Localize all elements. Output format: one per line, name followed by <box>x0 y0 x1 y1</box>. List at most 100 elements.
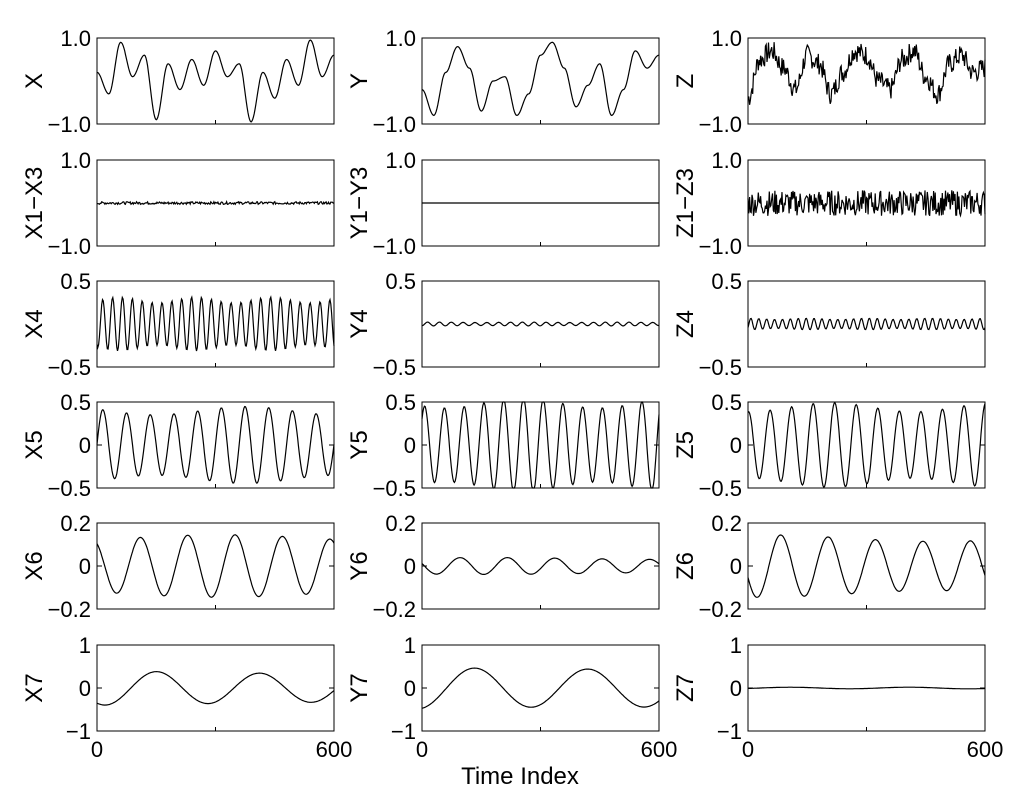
plot-frame <box>421 522 660 610</box>
y-tick-label: −0.5 <box>699 476 742 501</box>
series-line <box>421 401 660 489</box>
subplot-z6: 0.2 0 −0.2Z6 <box>672 511 986 622</box>
y-tick-label: 0.5 <box>60 390 91 415</box>
y-tick-label: −0.2 <box>699 597 742 622</box>
y-tick-label: −0.5 <box>373 355 416 380</box>
x-tick-label: 600 <box>967 737 1004 762</box>
y-tick-label: 1 <box>79 633 91 658</box>
y-axis-label: Z6 <box>672 552 699 580</box>
y-axis-label: X5 <box>21 430 48 459</box>
y-tick-label: 0.5 <box>711 390 742 415</box>
series-line <box>96 405 335 484</box>
series-line <box>747 534 986 598</box>
y-tick-label: 0 <box>404 433 416 458</box>
subplot-y4: 0.5 −0.5Y4 <box>346 269 660 380</box>
y-tick-label: 0 <box>404 554 416 579</box>
series-line <box>421 556 660 576</box>
subplot-x4: 0.5 −0.5X4 <box>21 269 335 380</box>
subplot-x6: 0.2 0 −0.2X6 <box>21 511 335 622</box>
y-tick-label: −1.0 <box>48 234 91 259</box>
y-tick-label: −0.5 <box>373 476 416 501</box>
series-line <box>96 199 335 206</box>
y-axis-label: Y7 <box>346 673 373 702</box>
subplot-z4: 0.5 −0.5Z4 <box>672 269 986 380</box>
y-tick-label: 1 <box>730 633 742 658</box>
y-tick-label: −0.2 <box>373 597 416 622</box>
subplot-z1-z3: 1.0 −1.0Z1−Z3 <box>672 148 986 259</box>
y-axis-label: X7 <box>21 673 48 702</box>
y-tick-label: 1.0 <box>711 148 742 173</box>
y-axis-label: Z <box>672 74 699 89</box>
subplot-y: 1.0 −1.0 Y <box>346 26 660 137</box>
y-tick-label: −0.2 <box>48 597 91 622</box>
y-tick-label: −1.0 <box>699 234 742 259</box>
series-line <box>421 41 660 117</box>
plot-frame <box>747 522 986 610</box>
series-line <box>96 295 335 352</box>
y-tick-label: 0 <box>79 433 91 458</box>
series-line <box>747 401 986 489</box>
y-tick-label: 1.0 <box>60 148 91 173</box>
series-line <box>747 189 986 218</box>
x-tick-label: 0 <box>91 737 103 762</box>
series-line <box>747 317 986 331</box>
y-axis-label: Z5 <box>672 431 699 459</box>
y-axis-label: Y <box>346 73 373 89</box>
series-line <box>747 686 985 690</box>
y-tick-label: −1.0 <box>699 112 742 137</box>
series-line <box>96 670 335 706</box>
y-tick-label: −1 <box>391 719 416 744</box>
x-tick-label: 600 <box>641 737 678 762</box>
subplot-z: 1.0 −1.0 Z <box>672 26 986 137</box>
y-tick-label: −0.5 <box>48 476 91 501</box>
y-tick-label: 0 <box>404 676 416 701</box>
y-axis-label: Y4 <box>346 309 373 338</box>
y-tick-label: 0 <box>79 676 91 701</box>
y-axis-label: Y5 <box>346 430 373 459</box>
y-tick-label: 0.5 <box>60 269 91 294</box>
y-tick-label: 0 <box>730 433 742 458</box>
y-tick-label: −1.0 <box>373 234 416 259</box>
y-axis-label: Z7 <box>672 674 699 702</box>
plot-frame <box>421 37 660 125</box>
plot-frame <box>747 280 986 368</box>
y-tick-label: 0.5 <box>711 269 742 294</box>
series-line <box>747 42 986 105</box>
y-tick-label: 0.5 <box>385 390 416 415</box>
y-tick-label: −1.0 <box>373 112 416 137</box>
y-tick-label: 1.0 <box>711 26 742 51</box>
y-axis-label: X1−X3 <box>21 167 48 240</box>
y-tick-label: 0 <box>79 554 91 579</box>
series-line <box>421 321 659 327</box>
subplot-z5: 0.5 0 −0.5Z5 <box>672 390 986 501</box>
subplot-y6: 0.2 0 −0.2Y6 <box>346 511 660 622</box>
y-tick-label: 1.0 <box>385 148 416 173</box>
x-tick-label: 600 <box>316 737 353 762</box>
series-line <box>421 667 660 709</box>
x-axis-label: Time Index <box>461 763 579 790</box>
plot-frame <box>421 280 660 368</box>
plot-frame <box>96 280 335 368</box>
y-axis-label: Y6 <box>346 551 373 580</box>
y-axis-label: X <box>21 73 48 89</box>
y-axis-label: Z4 <box>672 310 699 338</box>
y-tick-label: −1 <box>66 719 91 744</box>
subplot-x: 1.0 −1.0 X <box>21 26 335 137</box>
subplot-y5: 0.5 0 −0.5Y5 <box>346 390 660 501</box>
subplot-grid: 1.0−1.0X1.0−1.0Y1.0−1.0Z1.0−1.0X1−X31.0−… <box>21 26 1003 762</box>
y-tick-label: 0 <box>730 676 742 701</box>
y-axis-label: X6 <box>21 551 48 580</box>
plot-frame <box>747 37 986 125</box>
y-tick-label: 0.5 <box>385 269 416 294</box>
y-tick-label: −1.0 <box>48 112 91 137</box>
subplot-x5: 0.5 0 −0.5X5 <box>21 390 335 501</box>
subplot-x1-x3: 1.0 −1.0X1−X3 <box>21 148 335 259</box>
x-tick-label: 0 <box>416 737 428 762</box>
plot-frame <box>96 644 335 732</box>
y-tick-label: 1.0 <box>385 26 416 51</box>
y-tick-label: −0.5 <box>48 355 91 380</box>
